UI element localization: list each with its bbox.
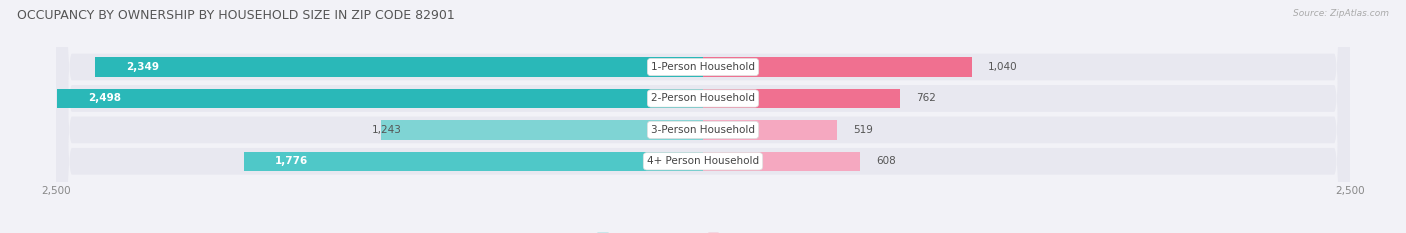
Bar — [703, 120, 837, 140]
Legend: Owner-occupied, Renter-occupied: Owner-occupied, Renter-occupied — [593, 229, 813, 233]
Text: 762: 762 — [915, 93, 935, 103]
Bar — [243, 152, 703, 171]
Text: 519: 519 — [853, 125, 873, 135]
FancyBboxPatch shape — [56, 0, 1350, 233]
Text: 2-Person Household: 2-Person Household — [651, 93, 755, 103]
Text: OCCUPANCY BY OWNERSHIP BY HOUSEHOLD SIZE IN ZIP CODE 82901: OCCUPANCY BY OWNERSHIP BY HOUSEHOLD SIZE… — [17, 9, 454, 22]
FancyBboxPatch shape — [56, 0, 1350, 233]
Text: 2,498: 2,498 — [87, 93, 121, 103]
Text: 608: 608 — [876, 156, 896, 166]
Bar — [703, 57, 972, 77]
Bar — [96, 57, 703, 77]
Bar — [381, 120, 703, 140]
Bar — [703, 152, 860, 171]
Text: 1,040: 1,040 — [987, 62, 1017, 72]
Text: 2,349: 2,349 — [127, 62, 159, 72]
Bar — [56, 89, 703, 108]
Text: 3-Person Household: 3-Person Household — [651, 125, 755, 135]
Text: 1,243: 1,243 — [373, 125, 402, 135]
FancyBboxPatch shape — [56, 0, 1350, 233]
Text: 1,776: 1,776 — [274, 156, 308, 166]
FancyBboxPatch shape — [56, 0, 1350, 233]
Bar — [703, 89, 900, 108]
Text: 1-Person Household: 1-Person Household — [651, 62, 755, 72]
Text: Source: ZipAtlas.com: Source: ZipAtlas.com — [1294, 9, 1389, 18]
Text: 4+ Person Household: 4+ Person Household — [647, 156, 759, 166]
